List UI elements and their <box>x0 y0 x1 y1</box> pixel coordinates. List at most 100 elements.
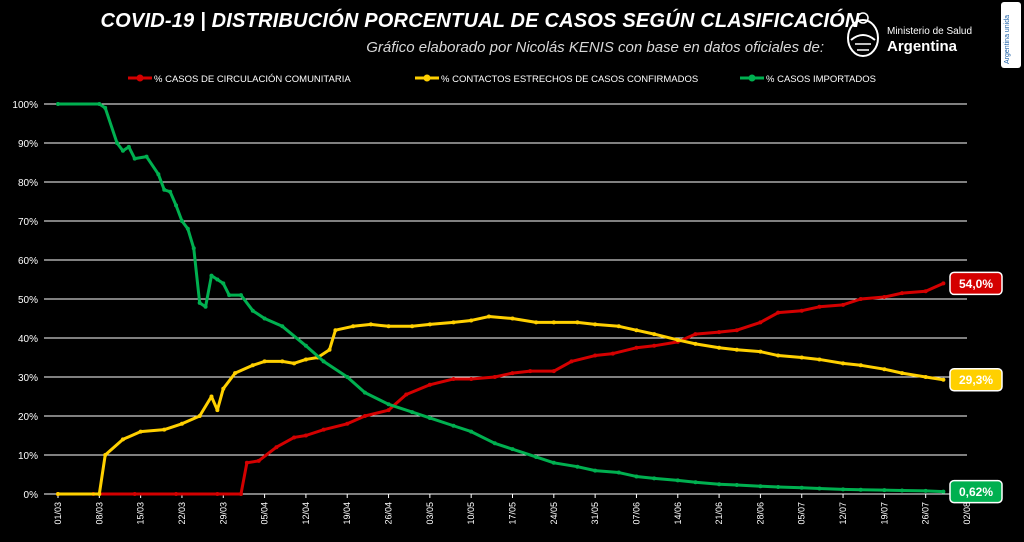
data-point <box>882 295 887 300</box>
legend-label: % CONTACTOS ESTRECHOS DE CASOS CONFIRMAD… <box>441 74 698 85</box>
data-point <box>758 484 763 489</box>
end-value-badge <box>949 479 1003 504</box>
data-point <box>427 415 432 420</box>
data-point <box>103 105 108 110</box>
data-point <box>185 226 190 231</box>
data-point <box>132 492 137 496</box>
data-point <box>215 277 220 282</box>
data-point <box>138 429 143 434</box>
data-point <box>734 328 739 333</box>
data-point <box>900 488 905 493</box>
legend-marker <box>136 74 144 82</box>
data-point <box>923 375 928 379</box>
data-point <box>652 343 657 348</box>
data-point <box>799 308 804 313</box>
x-tick-label: 12/04 <box>301 502 311 525</box>
data-point <box>191 246 196 251</box>
data-point <box>841 361 846 366</box>
data-point <box>262 316 267 321</box>
data-point <box>197 414 202 418</box>
y-tick-label: 70% <box>18 217 38 228</box>
data-point <box>120 437 125 442</box>
data-point <box>321 359 326 364</box>
x-tick-label: 21/06 <box>714 502 724 525</box>
data-point <box>551 320 556 325</box>
legend-marker <box>748 74 756 82</box>
data-point <box>693 332 698 337</box>
data-point <box>197 300 202 305</box>
data-point <box>510 447 515 452</box>
data-point <box>345 375 350 379</box>
data-point <box>841 487 846 492</box>
data-point <box>451 376 456 381</box>
data-point <box>321 427 326 432</box>
data-point <box>250 363 255 368</box>
data-point <box>162 187 167 192</box>
data-point <box>528 369 533 374</box>
data-point <box>203 304 208 309</box>
chart-title: COVID-19 | DISTRIBUCIÓN PORCENTUAL DE CA… <box>100 10 860 32</box>
data-point <box>280 359 285 364</box>
data-point <box>817 486 822 491</box>
x-tick-label: 19/04 <box>342 502 352 525</box>
data-point <box>634 345 639 350</box>
data-point <box>244 460 249 465</box>
data-point <box>776 353 781 358</box>
x-tick-label: 14/06 <box>673 502 683 525</box>
x-tick-label: 05/07 <box>797 502 807 525</box>
data-point <box>351 324 356 329</box>
data-point <box>817 357 822 362</box>
data-point <box>841 302 846 307</box>
y-tick-label: 50% <box>18 295 38 306</box>
x-tick-label: 26/07 <box>921 502 931 525</box>
x-tick-label: 17/05 <box>508 502 518 525</box>
data-point <box>469 376 474 381</box>
data-point <box>209 273 214 278</box>
data-point <box>103 453 108 457</box>
x-tick-label: 26/04 <box>384 502 394 525</box>
data-point <box>274 445 279 450</box>
data-point <box>799 355 804 360</box>
data-point <box>292 435 297 440</box>
chart-subtitle: Gráfico elaborado por Nicolás KENIS con … <box>366 39 824 56</box>
data-point <box>616 324 621 329</box>
data-point <box>941 281 946 286</box>
x-tick-label: 03/05 <box>425 502 435 525</box>
x-tick-label: 01/03 <box>53 502 63 525</box>
x-tick-label: 07/06 <box>631 502 641 525</box>
data-point <box>693 341 698 346</box>
data-point <box>534 320 539 325</box>
data-point <box>410 324 415 329</box>
data-point <box>534 454 539 459</box>
data-point <box>427 322 432 327</box>
x-tick-label: 10/05 <box>466 502 476 525</box>
data-point <box>345 421 350 426</box>
y-tick-label: 0% <box>24 490 39 501</box>
data-point <box>303 357 308 362</box>
end-value-label: 54,0% <box>959 277 993 291</box>
data-point <box>717 330 722 335</box>
data-point <box>174 492 179 496</box>
data-point <box>941 489 946 494</box>
data-point <box>551 369 556 374</box>
data-point <box>221 386 226 391</box>
data-point <box>575 320 580 325</box>
data-point <box>162 427 167 432</box>
x-tick-label: 31/05 <box>590 502 600 525</box>
side-tag: Argentina unida <box>1001 2 1021 68</box>
y-tick-label: 60% <box>18 256 38 267</box>
data-point <box>174 203 179 208</box>
data-point <box>758 320 763 325</box>
data-point <box>451 320 456 325</box>
data-point <box>156 172 161 177</box>
x-tick-label: 12/07 <box>838 502 848 525</box>
data-point <box>469 429 474 434</box>
data-point <box>427 382 432 387</box>
data-point <box>858 297 863 301</box>
data-point <box>410 410 415 415</box>
data-point <box>693 480 698 485</box>
series-line <box>58 102 944 494</box>
data-point <box>575 464 580 469</box>
data-point <box>404 392 409 397</box>
